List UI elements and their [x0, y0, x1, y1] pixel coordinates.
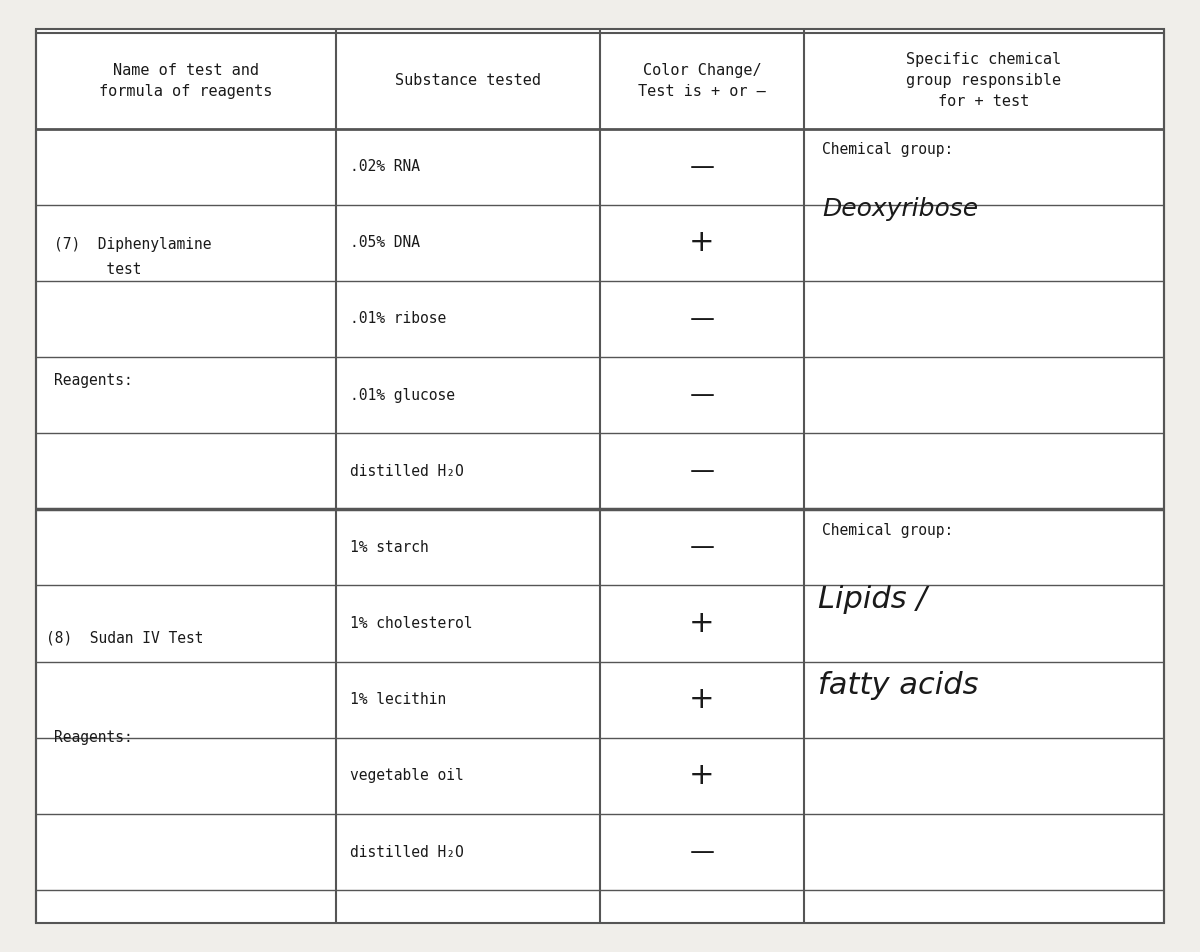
Text: Substance tested: Substance tested: [395, 73, 541, 89]
Text: Reagents:: Reagents:: [54, 730, 133, 745]
Text: 1% cholesterol: 1% cholesterol: [350, 616, 473, 631]
Text: +: +: [689, 228, 715, 257]
Text: 1% starch: 1% starch: [350, 540, 430, 555]
Text: Lipids /: Lipids /: [818, 585, 928, 614]
Text: —: —: [690, 383, 714, 407]
Text: Reagents:: Reagents:: [54, 373, 133, 388]
Text: distilled H₂O: distilled H₂O: [350, 844, 464, 860]
Text: Color Change/
Test is + or –: Color Change/ Test is + or –: [638, 63, 766, 99]
Text: .01% ribose: .01% ribose: [350, 311, 446, 327]
Text: +: +: [689, 609, 715, 638]
Text: .02% RNA: .02% RNA: [350, 159, 420, 174]
Text: Name of test and
formula of reagents: Name of test and formula of reagents: [100, 63, 272, 99]
Text: 1% lecithin: 1% lecithin: [350, 692, 446, 707]
Text: —: —: [690, 840, 714, 864]
Text: (7)  Diphenylamine
      test: (7) Diphenylamine test: [54, 237, 211, 277]
Text: —: —: [690, 459, 714, 484]
Text: .05% DNA: .05% DNA: [350, 235, 420, 250]
Text: .01% glucose: .01% glucose: [350, 387, 456, 403]
Text: distilled H₂O: distilled H₂O: [350, 464, 464, 479]
Text: —: —: [690, 154, 714, 179]
Text: (8)  Sudan IV Test: (8) Sudan IV Test: [46, 630, 203, 645]
Text: —: —: [690, 307, 714, 331]
Text: Deoxyribose: Deoxyribose: [822, 197, 978, 222]
Text: —: —: [690, 535, 714, 560]
Text: vegetable oil: vegetable oil: [350, 768, 464, 783]
Text: fatty acids: fatty acids: [818, 671, 979, 700]
Text: Specific chemical
group responsible
for + test: Specific chemical group responsible for …: [906, 52, 1062, 109]
Text: +: +: [689, 685, 715, 714]
Text: +: +: [689, 762, 715, 790]
Text: Chemical group:: Chemical group:: [822, 142, 953, 157]
Text: Chemical group:: Chemical group:: [822, 523, 953, 538]
